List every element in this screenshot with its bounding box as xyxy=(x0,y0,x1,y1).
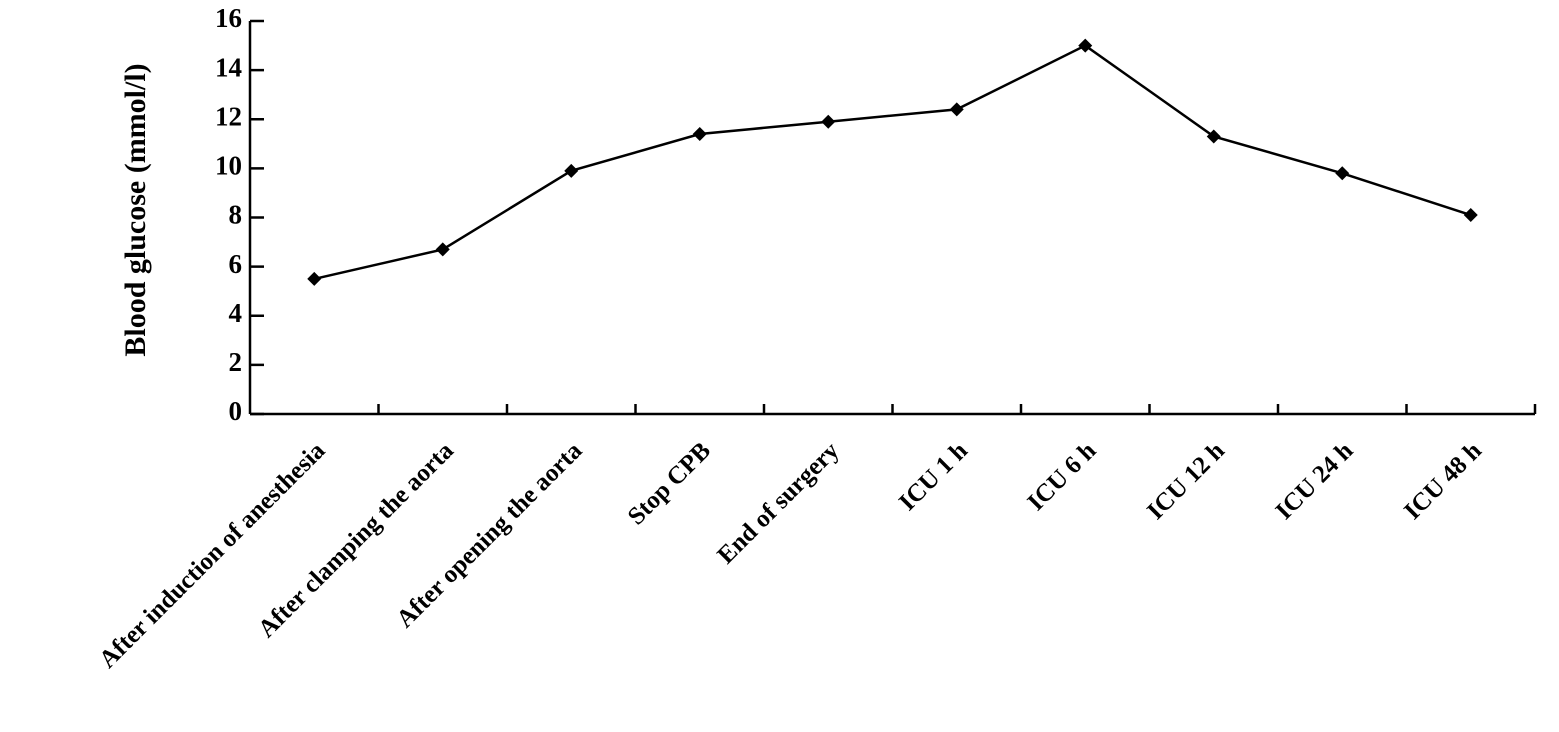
y-tick-label: 14 xyxy=(215,52,242,82)
x-tick-label: Stop CPB xyxy=(623,437,716,530)
marker xyxy=(1335,166,1350,181)
marker xyxy=(821,114,836,129)
marker xyxy=(1463,208,1478,223)
data-line xyxy=(313,44,1472,281)
x-tick-label: ICU 1 h xyxy=(894,437,973,516)
y-axis-title: Blood glucose (mmol/l) xyxy=(119,63,152,356)
x-tick-label: After induction of anesthesia xyxy=(94,437,331,674)
x-tick-label: ICU 6 h xyxy=(1022,437,1101,516)
x-tick-label: ICU 48 h xyxy=(1399,437,1487,525)
y-tick-label: 12 xyxy=(215,101,242,131)
y-tick-label: 0 xyxy=(229,396,243,426)
y-tick-label: 4 xyxy=(229,298,243,328)
marker xyxy=(1078,38,1093,53)
x-tick-label: ICU 24 h xyxy=(1271,437,1359,525)
y-tick-label: 10 xyxy=(215,151,242,181)
marker xyxy=(692,126,707,141)
x-tick-label: ICU 12 h xyxy=(1142,437,1230,525)
marker xyxy=(1206,129,1221,144)
marker xyxy=(949,102,964,117)
y-tick-label: 8 xyxy=(229,200,243,230)
x-tick-label: End of surgery xyxy=(712,437,844,569)
marker xyxy=(307,271,322,286)
y-tick-label: 6 xyxy=(229,249,243,279)
y-tick-label: 16 xyxy=(215,3,242,33)
y-tick-label: 2 xyxy=(229,347,243,377)
marker xyxy=(435,242,450,257)
marker xyxy=(564,163,579,178)
